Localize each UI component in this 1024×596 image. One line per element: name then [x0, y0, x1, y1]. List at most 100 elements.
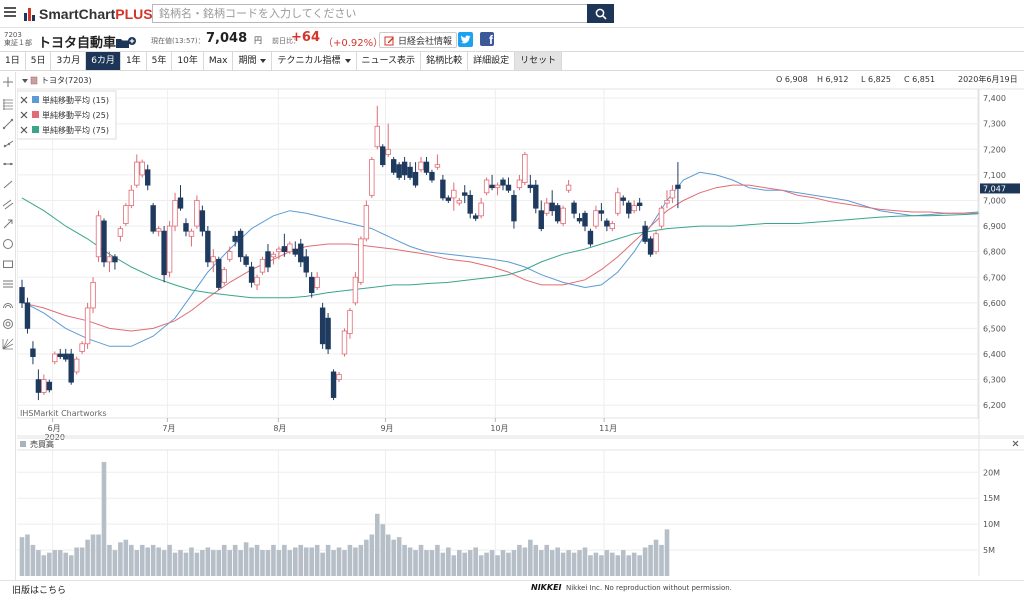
volume-bar [648, 544, 653, 576]
line-segment-icon[interactable] [2, 178, 14, 190]
search-input[interactable] [152, 4, 587, 23]
price-axis-label: 6,200 [983, 401, 1006, 410]
candle-body [79, 343, 85, 352]
volume-bar [380, 524, 386, 576]
stock-code-block: 7203 東証１部 [4, 31, 32, 47]
volume-bar [582, 547, 588, 576]
period-3m[interactable]: 3カ月 [51, 52, 87, 70]
volume-axis-label: 20M [983, 468, 1000, 477]
add-portfolio-icon[interactable] [115, 34, 137, 48]
settings-button[interactable]: 詳細設定 [468, 52, 516, 70]
collapse-caret-icon[interactable] [22, 79, 28, 83]
candle-body [134, 161, 140, 186]
candle-body [194, 200, 200, 227]
period-6m[interactable]: 6カ月 [86, 52, 121, 70]
candle-body [533, 184, 539, 209]
volume-bar [664, 529, 670, 576]
trendline-icon[interactable] [2, 118, 14, 130]
volume-bar [30, 544, 36, 576]
candle-body [188, 230, 195, 237]
candle-body [221, 269, 227, 283]
remove-indicator-icon[interactable] [20, 126, 28, 134]
candle-body [615, 192, 621, 214]
candle-body [150, 205, 156, 232]
reset-button[interactable]: リセット [515, 52, 563, 70]
channel-icon[interactable] [2, 198, 14, 210]
volume-bar [538, 550, 544, 576]
price-axis-label: 7,400 [983, 94, 1006, 103]
volume-bar [577, 550, 582, 576]
logo[interactable]: SmartChartPLUS [24, 5, 153, 23]
candle-body [254, 276, 260, 286]
volume-bar [19, 537, 25, 576]
volume-bar [161, 550, 167, 576]
candle-body [522, 154, 528, 183]
candle-body [314, 276, 320, 288]
period-menu[interactable]: 期間 [233, 52, 273, 70]
period-max[interactable]: Max [204, 52, 234, 70]
lines-icon[interactable] [2, 278, 14, 290]
volume-bar [571, 552, 577, 576]
volume-bar [249, 547, 254, 576]
candle-body [396, 164, 402, 178]
technical-menu[interactable]: テクニカル指標 [272, 52, 357, 70]
candle-body [319, 307, 326, 345]
volume-bar [500, 550, 506, 576]
candle-body [101, 220, 107, 263]
horizontal-line-icon[interactable] [2, 158, 14, 170]
gann-icon[interactable] [2, 338, 14, 350]
period-1y[interactable]: 1年 [121, 52, 147, 70]
change-value: +64 [291, 30, 320, 45]
price-axis-label: 6,800 [983, 248, 1006, 257]
rectangle-icon[interactable] [2, 258, 14, 270]
period-5y[interactable]: 5年 [147, 52, 173, 70]
old-version-link[interactable]: 旧版はこちら [12, 586, 67, 596]
circle-icon[interactable] [2, 238, 14, 250]
facebook-icon[interactable]: f [480, 32, 494, 47]
crosshair-icon[interactable] [2, 76, 14, 88]
news-button[interactable]: ニュース表示 [357, 52, 422, 70]
candle-body [166, 225, 173, 273]
volume-bar [642, 547, 648, 576]
volume-bar [402, 544, 407, 576]
candle-body [227, 251, 233, 260]
candle-body [68, 353, 74, 383]
chart[interactable]: 7,400 7,300 7,200 7,100 7,000 6,900 6,800 6,700… [17, 72, 1024, 580]
volume-bar [478, 555, 484, 576]
volume-label: 売買高 [30, 439, 54, 449]
candle-body [429, 171, 435, 181]
volume-bar [522, 547, 528, 576]
volume-bar [588, 555, 593, 576]
remove-indicator-icon[interactable] [20, 111, 28, 119]
compare-button[interactable]: 銘柄比較 [421, 52, 469, 70]
legend-item: 単純移動平均 (15) [42, 95, 109, 105]
nikkei-company-info-button[interactable]: 日経会社情報 [379, 32, 458, 48]
candle-body [593, 210, 599, 227]
volume-bar [265, 550, 271, 576]
twitter-icon[interactable] [458, 32, 473, 47]
period-10y[interactable]: 10年 [172, 52, 204, 70]
target-icon[interactable] [2, 318, 14, 330]
volume-bar [637, 555, 642, 576]
candle-body [604, 220, 610, 227]
current-price-label: 現在値(13:57)： [151, 37, 205, 45]
candle-body [95, 215, 102, 258]
search-button[interactable] [587, 4, 614, 23]
arrow-icon[interactable] [2, 218, 14, 230]
caret-down-icon [344, 58, 351, 63]
close-volume-icon[interactable] [1012, 440, 1019, 447]
arc-icon[interactable] [2, 298, 14, 310]
candle-body [161, 230, 167, 276]
menu-icon[interactable] [4, 7, 16, 17]
fib-tool-icon[interactable] [2, 98, 14, 110]
volume-bar [407, 547, 413, 576]
period-5d[interactable]: 5日 [26, 52, 52, 70]
remove-indicator-icon[interactable] [20, 96, 28, 104]
chart-watermark: IHSMarkit Chartworks [20, 409, 107, 418]
period-1d[interactable]: 1日 [0, 52, 26, 70]
price-axis-label: 6,300 [983, 376, 1006, 385]
ray-icon[interactable] [2, 138, 14, 150]
nikkei-logo: NIKKEI [531, 583, 562, 592]
candle-body [30, 348, 36, 357]
volume-bar [314, 544, 320, 576]
